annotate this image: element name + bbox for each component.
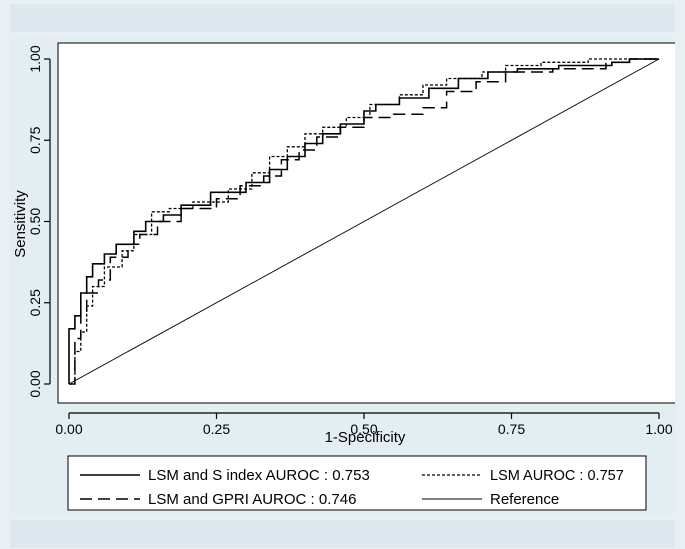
x-axis-label: 1-Specificity [325,429,406,446]
y-tick-label: 0.50 [27,208,43,235]
legend-label-2: LSM AUROC : 0.757 [490,468,624,484]
axes: 0.00 0.25 0.50 0.75 1.00 0.00 0.25 0.50 0.75 1.00 [27,42,683,437]
series-line-2 [69,58,659,385]
y-tick-label: 1.00 [27,45,43,72]
legend-label-1: LSM and S index AUROC : 0.753 [148,467,370,484]
legend: LSM and S index AUROC : 0.753 LSM AUROC :… [80,467,624,508]
series-lines [68,58,660,385]
x-tick-label: 0.25 [203,421,230,437]
legend-box [67,455,647,511]
legend-label-3: LSM and GPRI AUROC : 0.746 [148,491,356,508]
x-tick-label: 0.00 [55,421,82,437]
x-tick-label: 0.50 [350,421,377,437]
x-tick-label: 0.75 [498,421,525,437]
y-tick-label: 0.00 [27,370,43,397]
plot-frame [57,42,683,404]
x-tick-label: 1.00 [645,421,672,437]
series-line-4 [68,58,660,385]
y-axis-label: Sensitivity [12,190,29,258]
roc-chart: 0.00 0.25 0.50 0.75 1.00 0.00 0.25 0.50 0.75 1.00… [10,38,683,514]
series-line-1 [68,58,659,384]
roc-figure: 0.00 0.25 0.50 0.75 1.00 0.00 0.25 0.50 0.75 1.00… [10,38,683,514]
footer-band [10,520,675,548]
header-band [10,4,675,32]
y-tick-label: 0.75 [27,126,43,153]
series-line-3 [69,58,659,385]
y-tick-label: 0.25 [27,289,43,316]
legend-label-4: Reference [490,491,559,508]
